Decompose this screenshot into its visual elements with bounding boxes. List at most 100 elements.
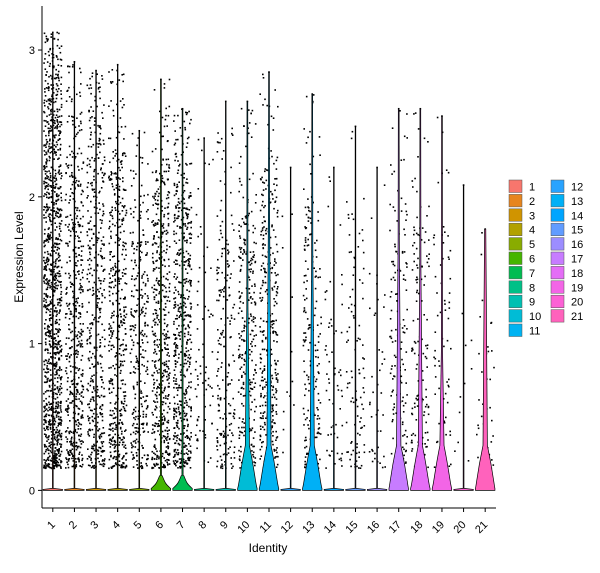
data-point [59, 434, 61, 436]
data-point [180, 294, 182, 296]
data-point [231, 127, 233, 130]
data-point [99, 208, 101, 211]
data-point [174, 263, 177, 265]
data-point [74, 326, 77, 329]
data-point [188, 450, 190, 452]
data-point [161, 135, 163, 138]
data-point [204, 419, 206, 421]
data-point [68, 318, 71, 320]
data-point [179, 404, 182, 406]
data-point [93, 436, 95, 438]
data-point [87, 244, 90, 247]
data-point [180, 452, 182, 455]
data-point [49, 127, 51, 130]
data-point [54, 322, 57, 325]
data-point [168, 429, 170, 431]
data-point [76, 388, 78, 391]
data-point [104, 338, 106, 341]
data-point [251, 401, 253, 403]
data-point [166, 421, 168, 423]
data-point [92, 366, 95, 368]
data-point [99, 405, 102, 408]
data-point [80, 259, 82, 261]
data-point [58, 194, 60, 197]
data-point [47, 234, 49, 237]
data-point [121, 166, 123, 169]
data-point [275, 290, 278, 293]
data-point [111, 391, 113, 394]
data-point [45, 445, 48, 448]
data-point [102, 450, 104, 453]
data-point [60, 209, 63, 212]
data-point [176, 183, 178, 186]
data-point [238, 290, 240, 293]
data-point [66, 261, 68, 264]
data-point [135, 415, 137, 418]
data-point [55, 183, 57, 186]
data-point [53, 363, 55, 366]
data-point [274, 422, 276, 425]
data-point [155, 279, 158, 282]
data-point [136, 359, 139, 362]
data-point [93, 179, 95, 181]
data-point [57, 406, 59, 408]
data-point [124, 328, 127, 330]
data-point [173, 434, 175, 437]
data-point [136, 304, 138, 306]
data-point [55, 460, 58, 462]
data-point [44, 95, 47, 97]
data-point [189, 254, 192, 257]
data-point [108, 175, 110, 178]
data-point [103, 289, 105, 291]
data-point [115, 299, 118, 302]
data-point [97, 450, 100, 452]
data-point [55, 68, 57, 71]
data-point [134, 442, 137, 444]
data-point [274, 368, 277, 371]
data-point [44, 333, 47, 335]
data-point [184, 223, 186, 225]
data-point [79, 278, 82, 281]
data-point [282, 428, 285, 431]
data-point [56, 215, 58, 218]
data-point [60, 220, 63, 222]
data-point [151, 411, 154, 414]
data-point [173, 323, 175, 325]
data-point [43, 32, 46, 35]
data-point [49, 218, 51, 221]
data-point [43, 465, 45, 468]
data-point [89, 336, 91, 338]
data-point [49, 99, 52, 102]
data-point [184, 297, 187, 300]
data-point [147, 209, 149, 211]
data-point [59, 238, 62, 241]
data-point [260, 269, 262, 271]
data-point [144, 312, 147, 315]
data-point [184, 446, 186, 448]
data-point [167, 170, 170, 172]
data-point [145, 399, 147, 402]
data-point [54, 362, 56, 365]
data-point [132, 268, 135, 270]
data-point [166, 273, 169, 275]
data-point [173, 410, 176, 412]
data-point [144, 321, 147, 324]
data-point [60, 291, 63, 293]
data-point [115, 363, 117, 366]
data-point [125, 254, 127, 256]
data-point [131, 424, 134, 427]
data-point [43, 427, 45, 430]
data-point [57, 252, 60, 255]
data-point [53, 352, 56, 355]
data-point [178, 458, 181, 460]
data-point [98, 460, 100, 463]
data-point [179, 302, 182, 305]
data-point [212, 158, 214, 161]
data-point [223, 287, 225, 290]
data-point [187, 423, 189, 426]
data-point [55, 238, 57, 240]
data-point [187, 262, 190, 265]
data-point [99, 307, 102, 310]
data-point [252, 456, 255, 458]
data-point [113, 172, 115, 175]
